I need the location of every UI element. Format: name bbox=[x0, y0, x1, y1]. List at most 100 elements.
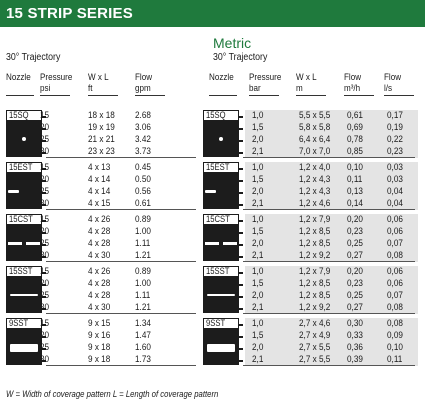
right-header-underline bbox=[296, 95, 326, 96]
row-tick bbox=[239, 336, 243, 338]
right-cell-pressure: 1,0 bbox=[252, 214, 264, 225]
row-tick bbox=[42, 348, 46, 350]
right-column-header-0: Nozzle bbox=[209, 72, 234, 83]
table-row: 1,5 5,8 x 5,8 0,69 0,19 bbox=[0, 122, 425, 134]
footnote: W = Width of coverage pattern L = Length… bbox=[6, 389, 219, 399]
right-cell-pressure: 2,0 bbox=[252, 134, 264, 145]
right-row-shading bbox=[245, 110, 418, 158]
right-row-shading bbox=[245, 266, 418, 314]
right-cell-wxl: 2,7 x 5,5 bbox=[299, 354, 331, 365]
right-cell-flow_ls: 0,11 bbox=[387, 354, 403, 365]
right-cell-flow_ls: 0,23 bbox=[387, 146, 403, 157]
row-tick bbox=[42, 324, 46, 326]
right-cell-flow_m3h: 0,25 bbox=[347, 238, 363, 249]
right-cell-flow_m3h: 0,27 bbox=[347, 302, 363, 313]
nozzle-pattern-icon: 15CST bbox=[203, 214, 239, 261]
row-tick bbox=[239, 348, 243, 350]
left-cell-wxl: 9 x 18 bbox=[88, 354, 111, 365]
table-row: 20 4 x 28 1.00 bbox=[0, 278, 425, 290]
right-cell-pressure: 1,0 bbox=[252, 110, 264, 121]
left-cell-flow: 1.73 bbox=[135, 354, 151, 365]
left-cell-wxl: 19 x 19 bbox=[88, 122, 115, 133]
row-tick bbox=[42, 256, 46, 258]
left-group-separator bbox=[46, 313, 196, 314]
nozzle-model: 15SQ bbox=[6, 110, 42, 121]
nozzle-model: 15EST bbox=[203, 162, 239, 173]
left-column-header-0: Nozzle bbox=[6, 72, 31, 83]
row-tick bbox=[239, 244, 243, 246]
table-row: 20 19 x 19 3.06 bbox=[0, 122, 425, 134]
row-tick bbox=[239, 116, 243, 118]
table-row: 15 9 x 15 1.34 bbox=[0, 318, 425, 330]
right-column-header-3: Flow m³/h bbox=[344, 72, 362, 94]
nozzle-pattern-icon: 15CST bbox=[6, 214, 42, 261]
right-cell-flow_ls: 0,03 bbox=[387, 162, 403, 173]
left-cell-flow: 1.34 bbox=[135, 318, 151, 329]
row-tick bbox=[42, 152, 46, 154]
right-cell-flow_m3h: 0,33 bbox=[347, 330, 363, 341]
right-cell-pressure: 2,1 bbox=[252, 354, 264, 365]
side-strip-wide-pattern bbox=[10, 344, 38, 352]
left-cell-wxl: 23 x 23 bbox=[88, 146, 115, 157]
right-cell-flow_m3h: 0,39 bbox=[347, 354, 363, 365]
left-cell-flow: 3.06 bbox=[135, 122, 151, 133]
nozzle-pattern-icon: 9SST bbox=[6, 318, 42, 365]
left-cell-pressure: 30 bbox=[40, 250, 50, 261]
left-cell-pressure: 25 bbox=[40, 186, 50, 197]
right-cell-flow_ls: 0,09 bbox=[387, 330, 403, 341]
table-row: 20 4 x 28 1.00 bbox=[0, 226, 425, 238]
table-row: 15 18 x 18 2.68 bbox=[0, 110, 425, 122]
side-strip-pattern bbox=[10, 294, 38, 296]
table-row: 25 4 x 28 1.11 bbox=[0, 238, 425, 250]
right-column-header-4: Flow l/s bbox=[384, 72, 402, 94]
right-cell-flow_ls: 0,10 bbox=[387, 342, 403, 353]
right-cell-wxl: 2,7 x 4,9 bbox=[299, 330, 331, 341]
right-cell-pressure: 2,1 bbox=[252, 198, 264, 209]
right-cell-wxl: 1,2 x 8,5 bbox=[299, 226, 331, 237]
left-cell-wxl: 4 x 14 bbox=[88, 186, 111, 197]
series-header-bar: 15 STRIP SERIES bbox=[0, 0, 425, 27]
right-cell-pressure: 2,1 bbox=[252, 250, 264, 261]
right-cell-pressure: 2,1 bbox=[252, 146, 264, 157]
right-cell-flow_m3h: 0,78 bbox=[347, 134, 363, 145]
table-row: 2,0 1,2 x 8,5 0,25 0,07 bbox=[0, 290, 425, 302]
row-tick bbox=[239, 232, 243, 234]
square-pattern-dot bbox=[219, 137, 223, 141]
row-tick bbox=[239, 192, 243, 194]
left-cell-pressure: 20 bbox=[40, 330, 50, 341]
nozzle-model: 15SST bbox=[203, 266, 239, 277]
right-cell-pressure: 1,0 bbox=[252, 318, 264, 329]
right-cell-flow_m3h: 0,11 bbox=[347, 174, 363, 185]
right-group-separator bbox=[243, 365, 415, 366]
left-cell-wxl: 4 x 13 bbox=[88, 162, 111, 173]
left-cell-wxl: 9 x 15 bbox=[88, 318, 111, 329]
right-cell-flow_m3h: 0,20 bbox=[347, 266, 363, 277]
right-cell-pressure: 1,5 bbox=[252, 174, 264, 185]
left-cell-flow: 0.61 bbox=[135, 198, 151, 209]
left-header-underline bbox=[6, 95, 34, 96]
left-cell-wxl: 21 x 21 bbox=[88, 134, 115, 145]
table-row: 2,0 1,2 x 4,3 0,13 0,04 bbox=[0, 186, 425, 198]
left-group-separator bbox=[46, 261, 196, 262]
right-header-underline bbox=[249, 95, 279, 96]
row-tick bbox=[42, 168, 46, 170]
table-row: 15 4 x 26 0.89 bbox=[0, 266, 425, 278]
row-tick bbox=[42, 284, 46, 286]
table-row: 25 4 x 28 1.11 bbox=[0, 290, 425, 302]
left-cell-wxl: 4 x 14 bbox=[88, 174, 111, 185]
right-cell-flow_m3h: 0,69 bbox=[347, 122, 363, 133]
left-column-header-1: Pressure psi bbox=[40, 72, 73, 94]
left-cell-flow: 2.68 bbox=[135, 110, 151, 121]
left-cell-wxl: 4 x 26 bbox=[88, 214, 111, 225]
right-cell-wxl: 7,0 x 7,0 bbox=[299, 146, 331, 157]
table-row: 1,5 1,2 x 8,5 0,23 0,06 bbox=[0, 226, 425, 238]
right-header-underline bbox=[384, 95, 414, 96]
left-cell-wxl: 9 x 16 bbox=[88, 330, 111, 341]
left-cell-pressure: 20 bbox=[40, 226, 50, 237]
left-cell-wxl: 18 x 18 bbox=[88, 110, 115, 121]
right-cell-pressure: 1,0 bbox=[252, 162, 264, 173]
left-cell-pressure: 25 bbox=[40, 134, 50, 145]
right-cell-flow_m3h: 0,36 bbox=[347, 342, 363, 353]
right-cell-wxl: 1,2 x 7,9 bbox=[299, 266, 331, 277]
